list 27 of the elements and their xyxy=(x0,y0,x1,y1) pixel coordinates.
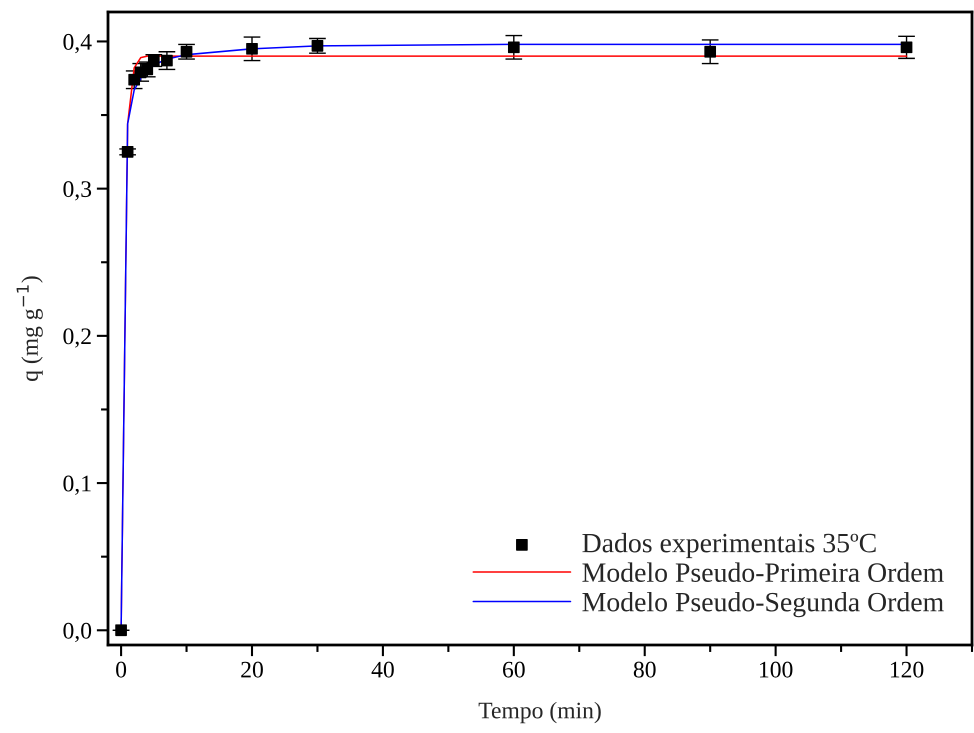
y-tick-label: 0,0 xyxy=(63,622,92,642)
x-tick-label: 0 xyxy=(116,662,126,678)
y-tick-label: 0,3 xyxy=(63,181,92,200)
x-tick-label: 120 xyxy=(890,662,924,678)
point xyxy=(122,146,134,158)
point xyxy=(704,46,716,58)
y-tick-label: 0,4 xyxy=(63,34,92,54)
x-tick-label: 20 xyxy=(241,662,263,678)
x-tick-label: 80 xyxy=(634,662,656,678)
point xyxy=(508,41,520,54)
point xyxy=(312,40,324,52)
x-axis-title: Tempo (min) xyxy=(478,702,601,724)
legend-label: Dados experimentais 35ºC xyxy=(582,532,876,558)
x-tick-label: 40 xyxy=(372,662,394,678)
legend-label: Modelo Pseudo-Segunda Ordem xyxy=(582,592,944,618)
x-tick-label: 100 xyxy=(760,662,792,678)
point xyxy=(900,41,912,54)
point xyxy=(161,54,173,66)
legend-label: Modelo Pseudo-Primeira Ordem xyxy=(582,562,944,582)
y-axis-title: q (mg g$^{−1}$) xyxy=(16,276,43,382)
point xyxy=(180,46,192,58)
point xyxy=(115,624,127,636)
y-tick-label: 0,1 xyxy=(63,476,91,495)
point xyxy=(148,54,160,66)
y-tick-label: 0,2 xyxy=(63,328,91,348)
x-tick-label: 60 xyxy=(503,662,525,678)
point xyxy=(246,42,258,55)
